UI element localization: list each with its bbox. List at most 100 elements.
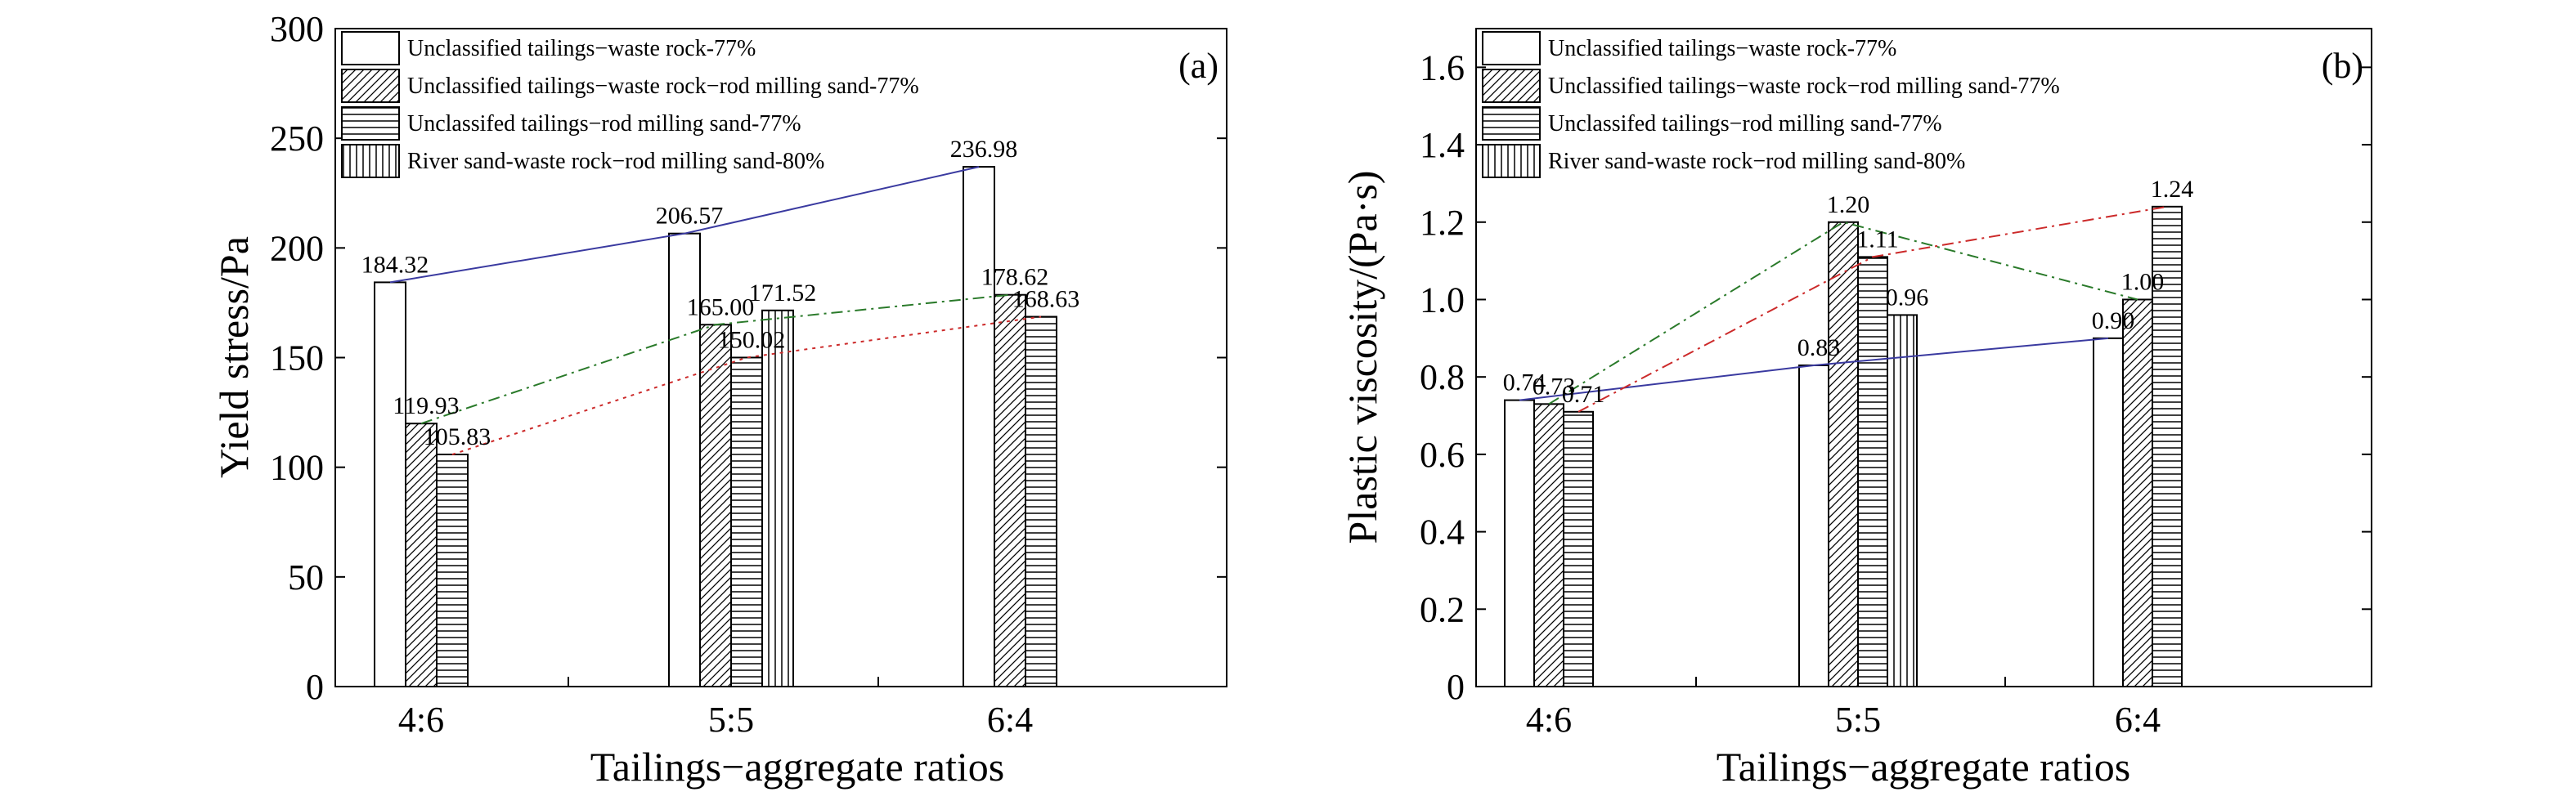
y-tick-label: 200 (270, 228, 324, 268)
trend-line-diagonal (1548, 221, 2138, 405)
legend-entry-label: Unclassified tailings−waste rock−rod mil… (407, 74, 919, 99)
data-label: 165.00 (687, 293, 755, 320)
panel-b-y-ticks: 0 0.2 0.4 0.6 0.8 1.0 1.2 1.4 1.6 (1420, 47, 2372, 707)
data-label: 168.63 (1012, 286, 1080, 313)
y-tick-label: 300 (270, 9, 324, 49)
bar-blank-4-6 (1504, 399, 1535, 687)
panel-b-plot-frame (1475, 28, 2372, 687)
legend-entry-label: Unclassifed tailings−rod milling sand-77… (1548, 111, 1942, 136)
bar-blank-5-5 (668, 232, 701, 687)
panel-a-y-ticks: 0 50 100 150 200 250 300 (270, 9, 1227, 707)
legend-entry-label: Unclassified tailings−waste rock−rod mil… (1548, 74, 2060, 99)
y-tick-label: 100 (270, 448, 324, 488)
bar-horizontal-5-5 (730, 356, 763, 687)
data-label: 0.71 (1562, 381, 1605, 408)
legend-swatch-horizontal (341, 106, 400, 141)
data-label: 236.98 (950, 136, 1018, 163)
bar-blank-5-5 (1798, 364, 1829, 687)
data-label: 1.00 (2121, 268, 2165, 295)
trend-line-blank (389, 166, 980, 284)
bar-diagonal-6-4 (2122, 298, 2153, 687)
bar-horizontal-6-4 (1025, 315, 1057, 687)
data-label: 178.62 (981, 264, 1049, 291)
legend-swatch-diagonal (341, 69, 400, 103)
trend-line-blank (1519, 337, 2109, 401)
panel-b-trend-lines (1519, 205, 2168, 413)
x-tick-label: 5:5 (708, 700, 754, 740)
legend-entry-label: River sand-waste rock−rod milling sand-8… (1548, 149, 1965, 174)
legend-entry-label: Unclassified tailings−waste rock-77% (407, 36, 756, 61)
legend-swatch-diagonal (1482, 69, 1541, 103)
panel-b-data-labels: 0.74 0.83 0.90 0.73 1.20 1.00 0.71 1.11 1.24 0.96 (1503, 176, 2194, 408)
legend-swatch-vertical (341, 144, 400, 178)
bar-blank-6-4 (963, 166, 995, 688)
data-label: 171.52 (749, 280, 817, 307)
trend-line-horizontal (451, 315, 1042, 455)
data-label: 105.83 (424, 423, 491, 450)
x-tick-label: 6:4 (2115, 700, 2161, 740)
legend-entry-label: Unclassified tailings−waste rock-77% (1548, 36, 1896, 61)
bar-diagonal-5-5 (1828, 221, 1859, 687)
trend-line-horizontal (1577, 205, 2168, 413)
panel-a-tag: (a) (1178, 46, 1218, 86)
legend-swatch-blank (1482, 31, 1541, 65)
panel-a-x-ticks: 4:6 5:5 6:4 (398, 677, 1033, 740)
y-tick-label: 0.6 (1420, 435, 1465, 475)
y-tick-label: 0.8 (1420, 357, 1465, 397)
y-tick-label: 1.6 (1420, 47, 1465, 87)
legend-swatch-horizontal (1482, 106, 1541, 141)
data-label: 1.20 (1827, 191, 1870, 218)
data-label: 0.74 (1503, 369, 1546, 396)
legend-swatch-blank (341, 31, 400, 65)
data-label: 1.11 (1856, 226, 1898, 253)
bar-blank-4-6 (374, 281, 406, 687)
bar-diagonal-4-6 (405, 423, 438, 687)
x-tick-label: 6:4 (987, 700, 1033, 740)
x-tick-label: 4:6 (398, 700, 444, 740)
bar-vertical-5-5 (761, 309, 794, 687)
y-tick-label: 1.2 (1420, 203, 1465, 243)
bar-diagonal-5-5 (699, 324, 732, 687)
bar-vertical-5-5 (1887, 314, 1918, 687)
panel-b-chart: 0.74 0.83 0.90 0.73 1.20 1.00 0.71 1.11 1.24 0.96… (1340, 28, 2372, 790)
data-label: 0.96 (1886, 284, 1929, 311)
panel-b-x-axis-title: Tailings−aggregate ratios (1717, 744, 2130, 790)
data-label: 0.90 (2092, 307, 2135, 334)
panel-b-y-axis-title: Plastic viscosity/(Pa·s) (1340, 171, 1385, 544)
y-tick-label: 0 (306, 667, 324, 707)
data-label: 150.02 (718, 326, 786, 353)
data-label: 0.73 (1533, 373, 1576, 400)
legend-swatch-vertical (1482, 144, 1541, 178)
bar-blank-6-4 (2093, 337, 2124, 687)
panel-a-bars (374, 166, 1057, 688)
bar-horizontal-6-4 (2152, 205, 2183, 687)
panel-a-x-axis-title: Tailings−aggregate ratios (590, 744, 1004, 790)
x-tick-label: 5:5 (1835, 700, 1881, 740)
legend-entry-label: Unclassifed tailings−rod milling sand-77… (407, 111, 801, 136)
panel-a-chart: 184.32 206.57 236.98 119.93 165.00 178.62 105.… (211, 9, 1227, 790)
y-tick-label: 1.4 (1420, 125, 1465, 165)
y-tick-label: 1.0 (1420, 280, 1465, 320)
y-tick-label: 250 (270, 119, 324, 159)
panel-b-bars (1504, 205, 2183, 688)
y-tick-label: 0.4 (1420, 512, 1465, 553)
y-tick-label: 0.2 (1420, 589, 1465, 629)
panel-a-y-axis-title: Yield stress/Pa (211, 236, 257, 478)
panel-a-data-labels: 184.32 206.57 236.98 119.93 165.00 178.62 105.… (361, 136, 1080, 450)
panel-b-tag: (b) (2322, 46, 2363, 86)
bar-horizontal-5-5 (1857, 256, 1888, 688)
data-label: 1.24 (2151, 176, 2194, 203)
bar-diagonal-4-6 (1533, 403, 1564, 687)
x-tick-label: 4:6 (1526, 700, 1572, 740)
panel-a-trend-lines (389, 166, 1042, 455)
data-label: 0.83 (1797, 334, 1841, 361)
trend-line-diagonal (420, 293, 1011, 425)
y-tick-label: 50 (288, 557, 324, 597)
panel-b-legend: Unclassified tailings−waste rock-77% Uncl… (1482, 31, 2060, 178)
data-label: 206.57 (656, 203, 724, 230)
bar-horizontal-4-6 (1563, 410, 1594, 687)
data-label: 184.32 (361, 251, 429, 278)
data-label: 119.93 (393, 392, 459, 419)
panel-a-legend: Unclassified tailings−waste rock-77% Uncl… (341, 31, 919, 178)
